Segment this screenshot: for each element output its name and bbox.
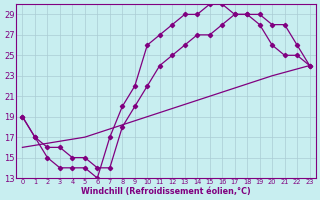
X-axis label: Windchill (Refroidissement éolien,°C): Windchill (Refroidissement éolien,°C) [81, 187, 251, 196]
